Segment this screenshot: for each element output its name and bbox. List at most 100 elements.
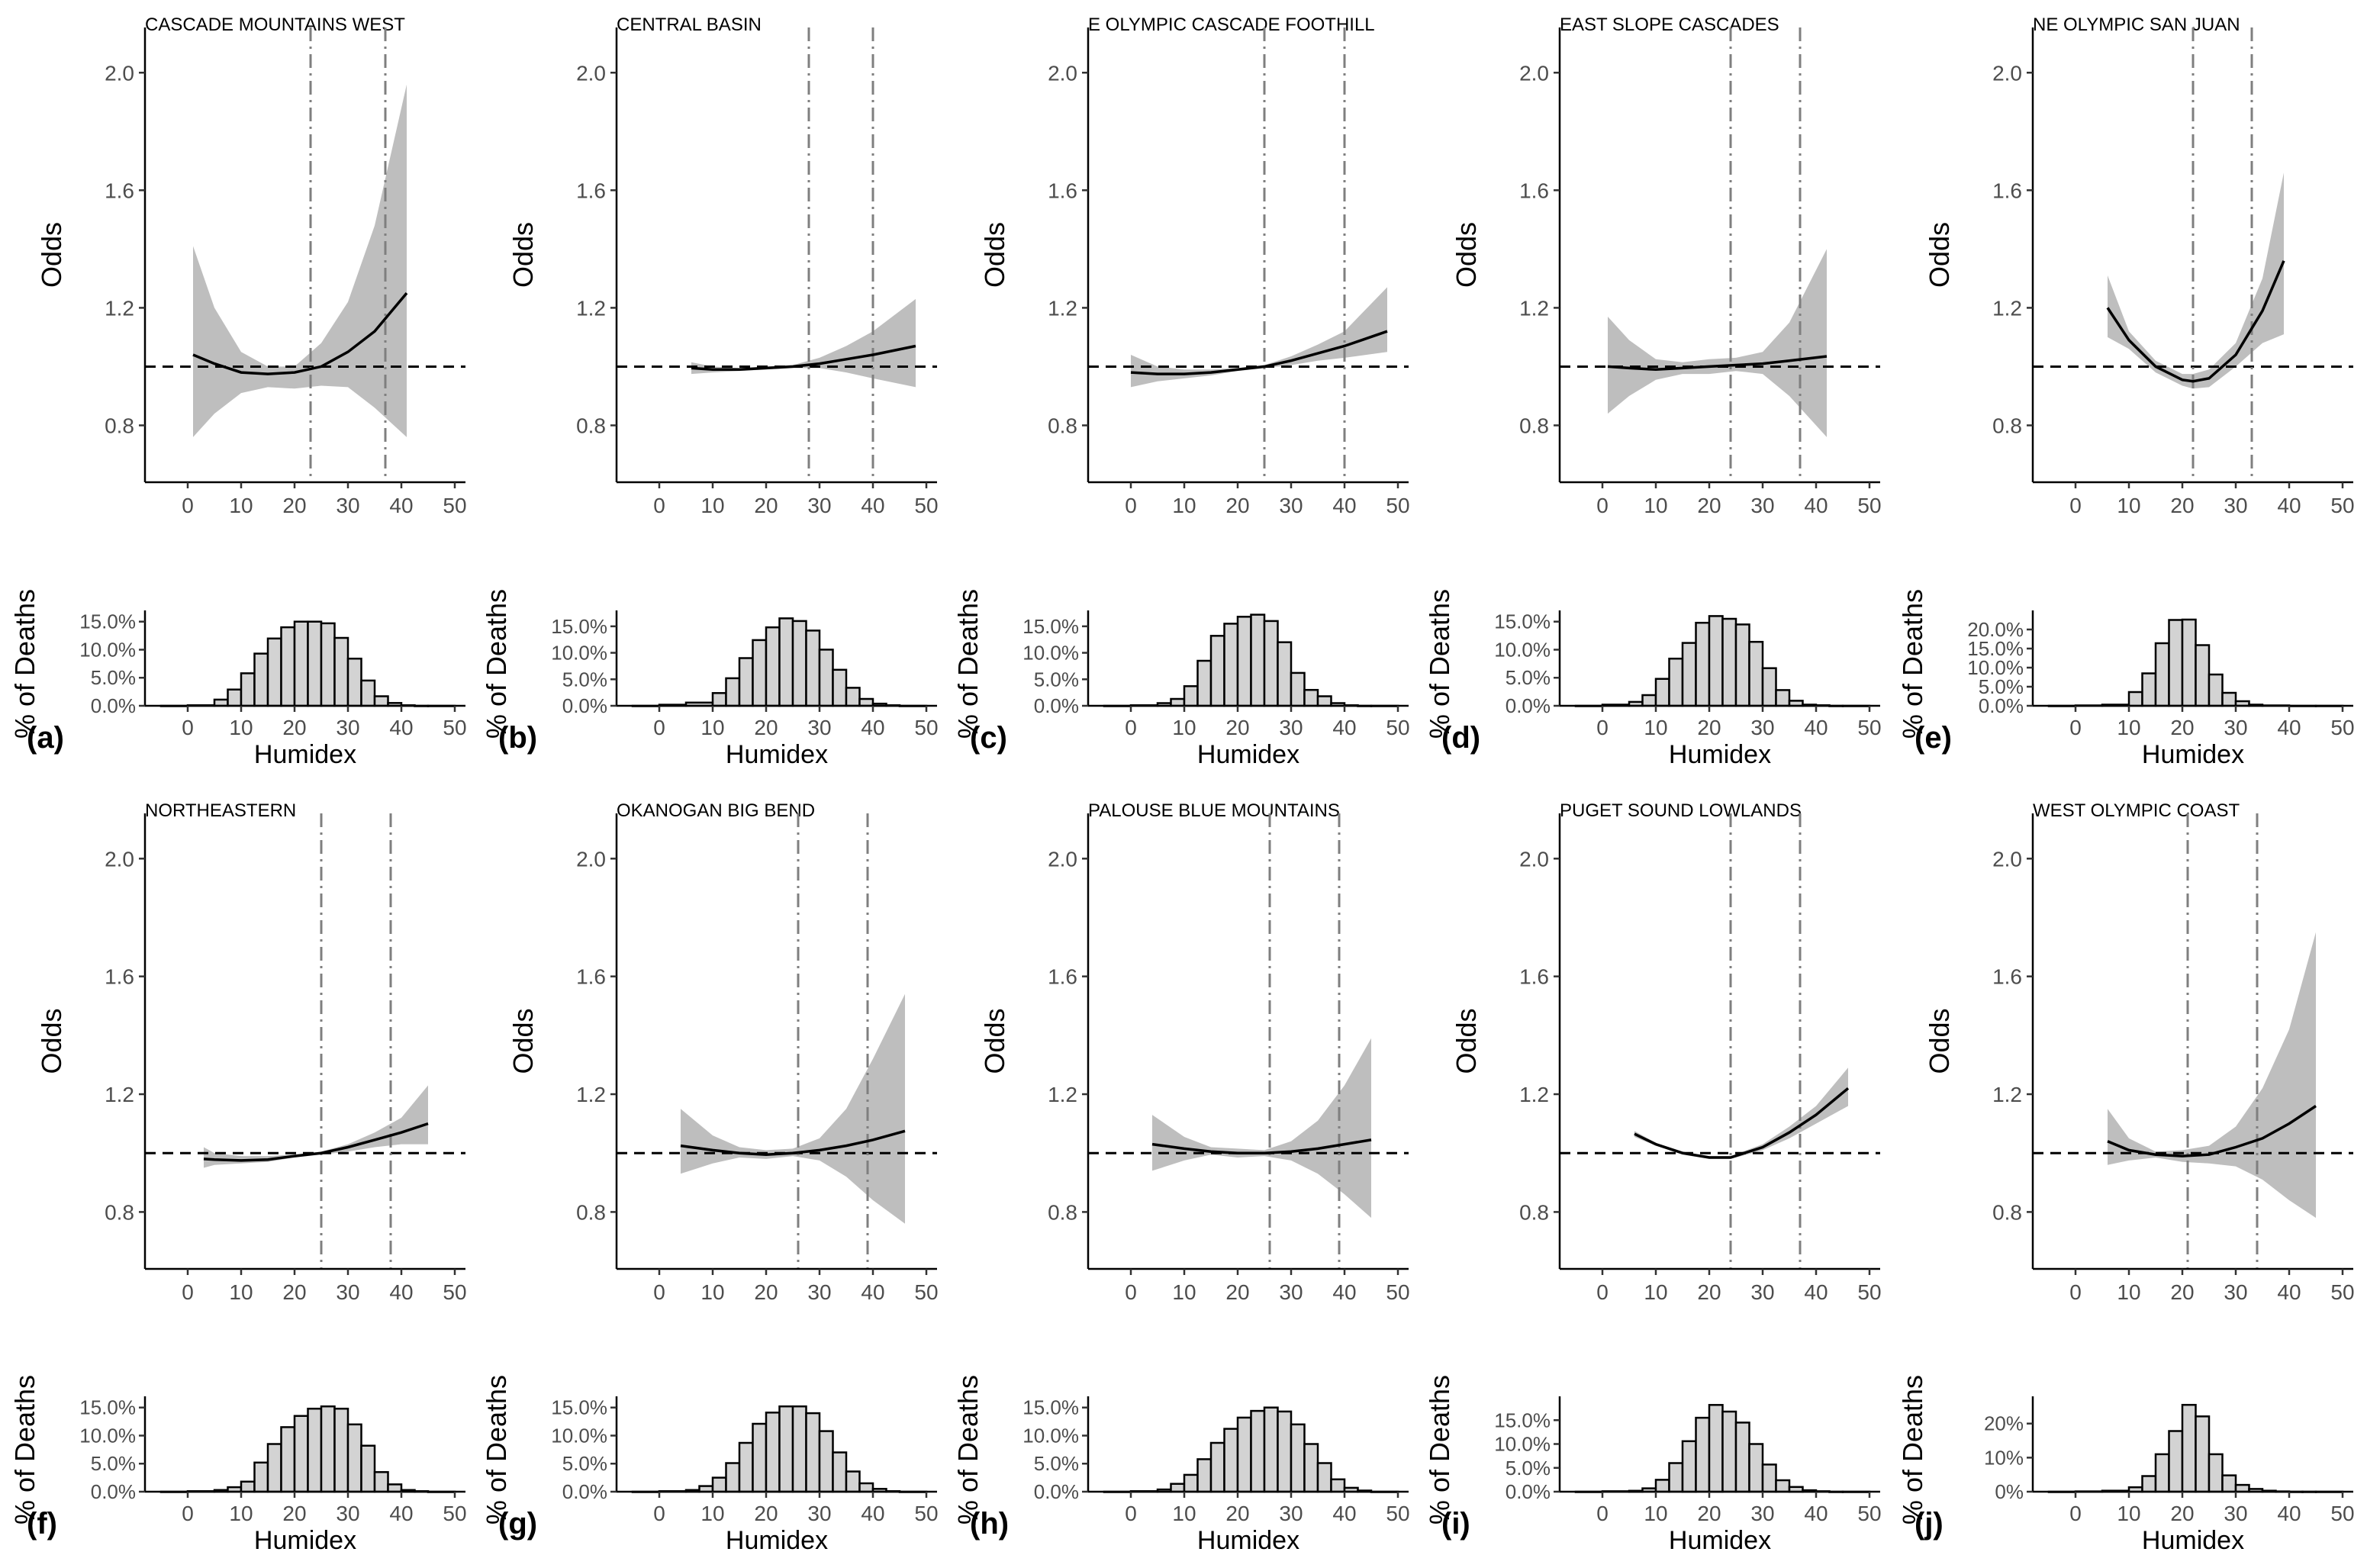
odds-y-label: Odds	[36, 222, 67, 288]
histogram-bar	[818, 649, 834, 707]
odds-y-tick-label: 1.2	[576, 296, 606, 320]
hist-x-tick-label: 50	[914, 716, 938, 739]
odds-x-tick-label: 40	[861, 1280, 884, 1304]
odds-x-tick-label: 20	[2170, 494, 2194, 517]
odds-y-tick-label: 0.8	[105, 414, 134, 437]
panel-title: WEST OLYMPIC COAST	[2033, 800, 2240, 821]
histogram-bar	[1236, 1416, 1252, 1493]
odds-y-tick-label: 1.6	[105, 965, 134, 989]
odds-y-tick-label: 0.8	[1992, 1200, 2022, 1224]
hist-y-label: % of Deaths	[952, 589, 984, 739]
panel-8: PALOUSE BLUE MOUNTAINS 0.8 1.2 1.6 2.0 0 10 20 3…	[952, 800, 1410, 1555]
odds-x-tick-label: 40	[2277, 1280, 2301, 1304]
hist-y-label: % of Deaths	[481, 589, 512, 739]
hist-y-tick-label: 10.0%	[1494, 1433, 1551, 1456]
odds-y-tick-label: 0.8	[1048, 1200, 1077, 1224]
odds-curve	[2106, 260, 2285, 383]
panel-title: OKANOGAN BIG BEND	[617, 800, 815, 821]
histogram-bar	[2154, 1453, 2170, 1493]
odds-x-tick-label: 50	[1386, 1280, 1409, 1304]
hist-x-tick-label: 10	[1644, 1502, 1667, 1525]
histogram-bar	[373, 1471, 389, 1493]
histogram-bar	[1641, 694, 1657, 707]
panel-label: (j)	[1915, 1507, 1944, 1541]
histogram-bar	[2234, 1483, 2250, 1493]
histogram-bar	[1290, 671, 1306, 707]
hist-x-label: Humidex	[254, 740, 356, 769]
hist-x-label: Humidex	[2142, 1526, 2244, 1555]
odds-x-tick-label: 40	[389, 1280, 413, 1304]
histogram-bar	[2127, 691, 2143, 707]
histogram-bar	[1263, 1406, 1279, 1493]
confidence-band	[681, 993, 905, 1224]
panel-label: (i)	[1441, 1507, 1470, 1541]
histogram-bar	[1223, 1428, 1239, 1493]
histogram-bar	[307, 620, 323, 707]
histogram-bar	[1303, 1443, 1319, 1493]
histogram-bar	[227, 688, 243, 707]
odds-y-tick-label: 1.2	[1992, 1083, 2022, 1106]
odds-x-tick-label: 20	[282, 494, 306, 517]
hist-y-tick-label: 0.0%	[1979, 694, 2024, 717]
histogram-bar	[346, 657, 362, 707]
odds-y-tick-label: 2.0	[1992, 61, 2022, 85]
hist-y-tick-label: 15.0%	[551, 615, 607, 638]
histogram-bar	[711, 1476, 727, 1493]
odds-x-tick-label: 20	[282, 1280, 306, 1304]
odds-y-tick-label: 1.2	[576, 1083, 606, 1106]
histogram-bar	[805, 629, 821, 707]
hist-x-tick-label: 20	[1225, 1502, 1249, 1525]
hist-y-tick-label: 0.0%	[1034, 1480, 1079, 1503]
histogram-bar	[765, 1412, 781, 1493]
hist-x-tick-label: 20	[1225, 716, 1249, 739]
panel-3: E OLYMPIC CASCADE FOOTHILL 0.8 1.2 1.6 2.0 0 1…	[952, 14, 1410, 769]
odds-x-tick-label: 40	[1804, 494, 1828, 517]
odds-x-tick-label: 10	[1172, 1280, 1196, 1304]
histogram-bar	[1183, 685, 1199, 707]
hist-x-tick-label: 10	[700, 716, 724, 739]
odds-x-tick-label: 50	[914, 494, 938, 517]
panel-title: CASCADE MOUNTAINS WEST	[145, 14, 405, 35]
histogram-bar	[725, 677, 741, 707]
hist-x-label: Humidex	[254, 1526, 356, 1555]
hist-y-tick-label: 0.0%	[1506, 694, 1551, 717]
panel-label: (h)	[970, 1507, 1009, 1541]
odds-x-tick-label: 0	[653, 494, 665, 517]
odds-x-tick-label: 40	[389, 494, 413, 517]
hist-y-tick-label: 5.0%	[1506, 1457, 1551, 1479]
hist-x-tick-label: 0	[182, 1502, 194, 1525]
hist-x-tick-label: 0	[653, 716, 665, 739]
hist-y-tick-label: 0%	[1995, 1480, 2024, 1503]
histogram-bar	[266, 637, 282, 707]
hist-x-tick-label: 0	[2069, 1502, 2082, 1525]
odds-x-tick-label: 0	[182, 1280, 194, 1304]
hist-y-label: % of Deaths	[1424, 1375, 1455, 1525]
hist-y-tick-label: 5.0%	[1034, 1452, 1079, 1475]
panel-7: OKANOGAN BIG BEND 0.8 1.2 1.6 2.0 0 10 20 30 40 50…	[481, 800, 939, 1555]
histogram-bar	[778, 617, 794, 707]
histogram-bar	[1170, 1483, 1186, 1493]
hist-x-tick-label: 10	[229, 1502, 253, 1525]
hist-x-tick-label: 50	[443, 1502, 466, 1525]
panel-title: E OLYMPIC CASCADE FOOTHILL	[1088, 14, 1375, 35]
panel-label: (e)	[1915, 721, 1952, 755]
odds-x-tick-label: 50	[2330, 1280, 2354, 1304]
histogram-bar	[240, 1480, 256, 1493]
hist-x-tick-label: 40	[861, 1502, 884, 1525]
hist-x-tick-label: 0	[1596, 1502, 1609, 1525]
hist-x-tick-label: 0	[2069, 716, 2082, 739]
histogram-bar	[2208, 1453, 2224, 1493]
hist-x-label: Humidex	[726, 740, 828, 769]
hist-x-tick-label: 20	[754, 716, 778, 739]
odds-x-tick-label: 40	[1804, 1280, 1828, 1304]
hist-x-tick-label: 20	[1697, 1502, 1721, 1525]
hist-y-label: % of Deaths	[481, 1375, 512, 1525]
hist-x-tick-label: 10	[1644, 716, 1667, 739]
odds-x-tick-label: 30	[1279, 494, 1303, 517]
odds-y-tick-label: 1.6	[1992, 965, 2022, 989]
odds-y-tick-label: 1.6	[1519, 179, 1549, 202]
odds-y-tick-label: 1.6	[1048, 179, 1077, 202]
odds-y-tick-label: 1.2	[1519, 296, 1549, 320]
odds-x-tick-label: 40	[2277, 494, 2301, 517]
